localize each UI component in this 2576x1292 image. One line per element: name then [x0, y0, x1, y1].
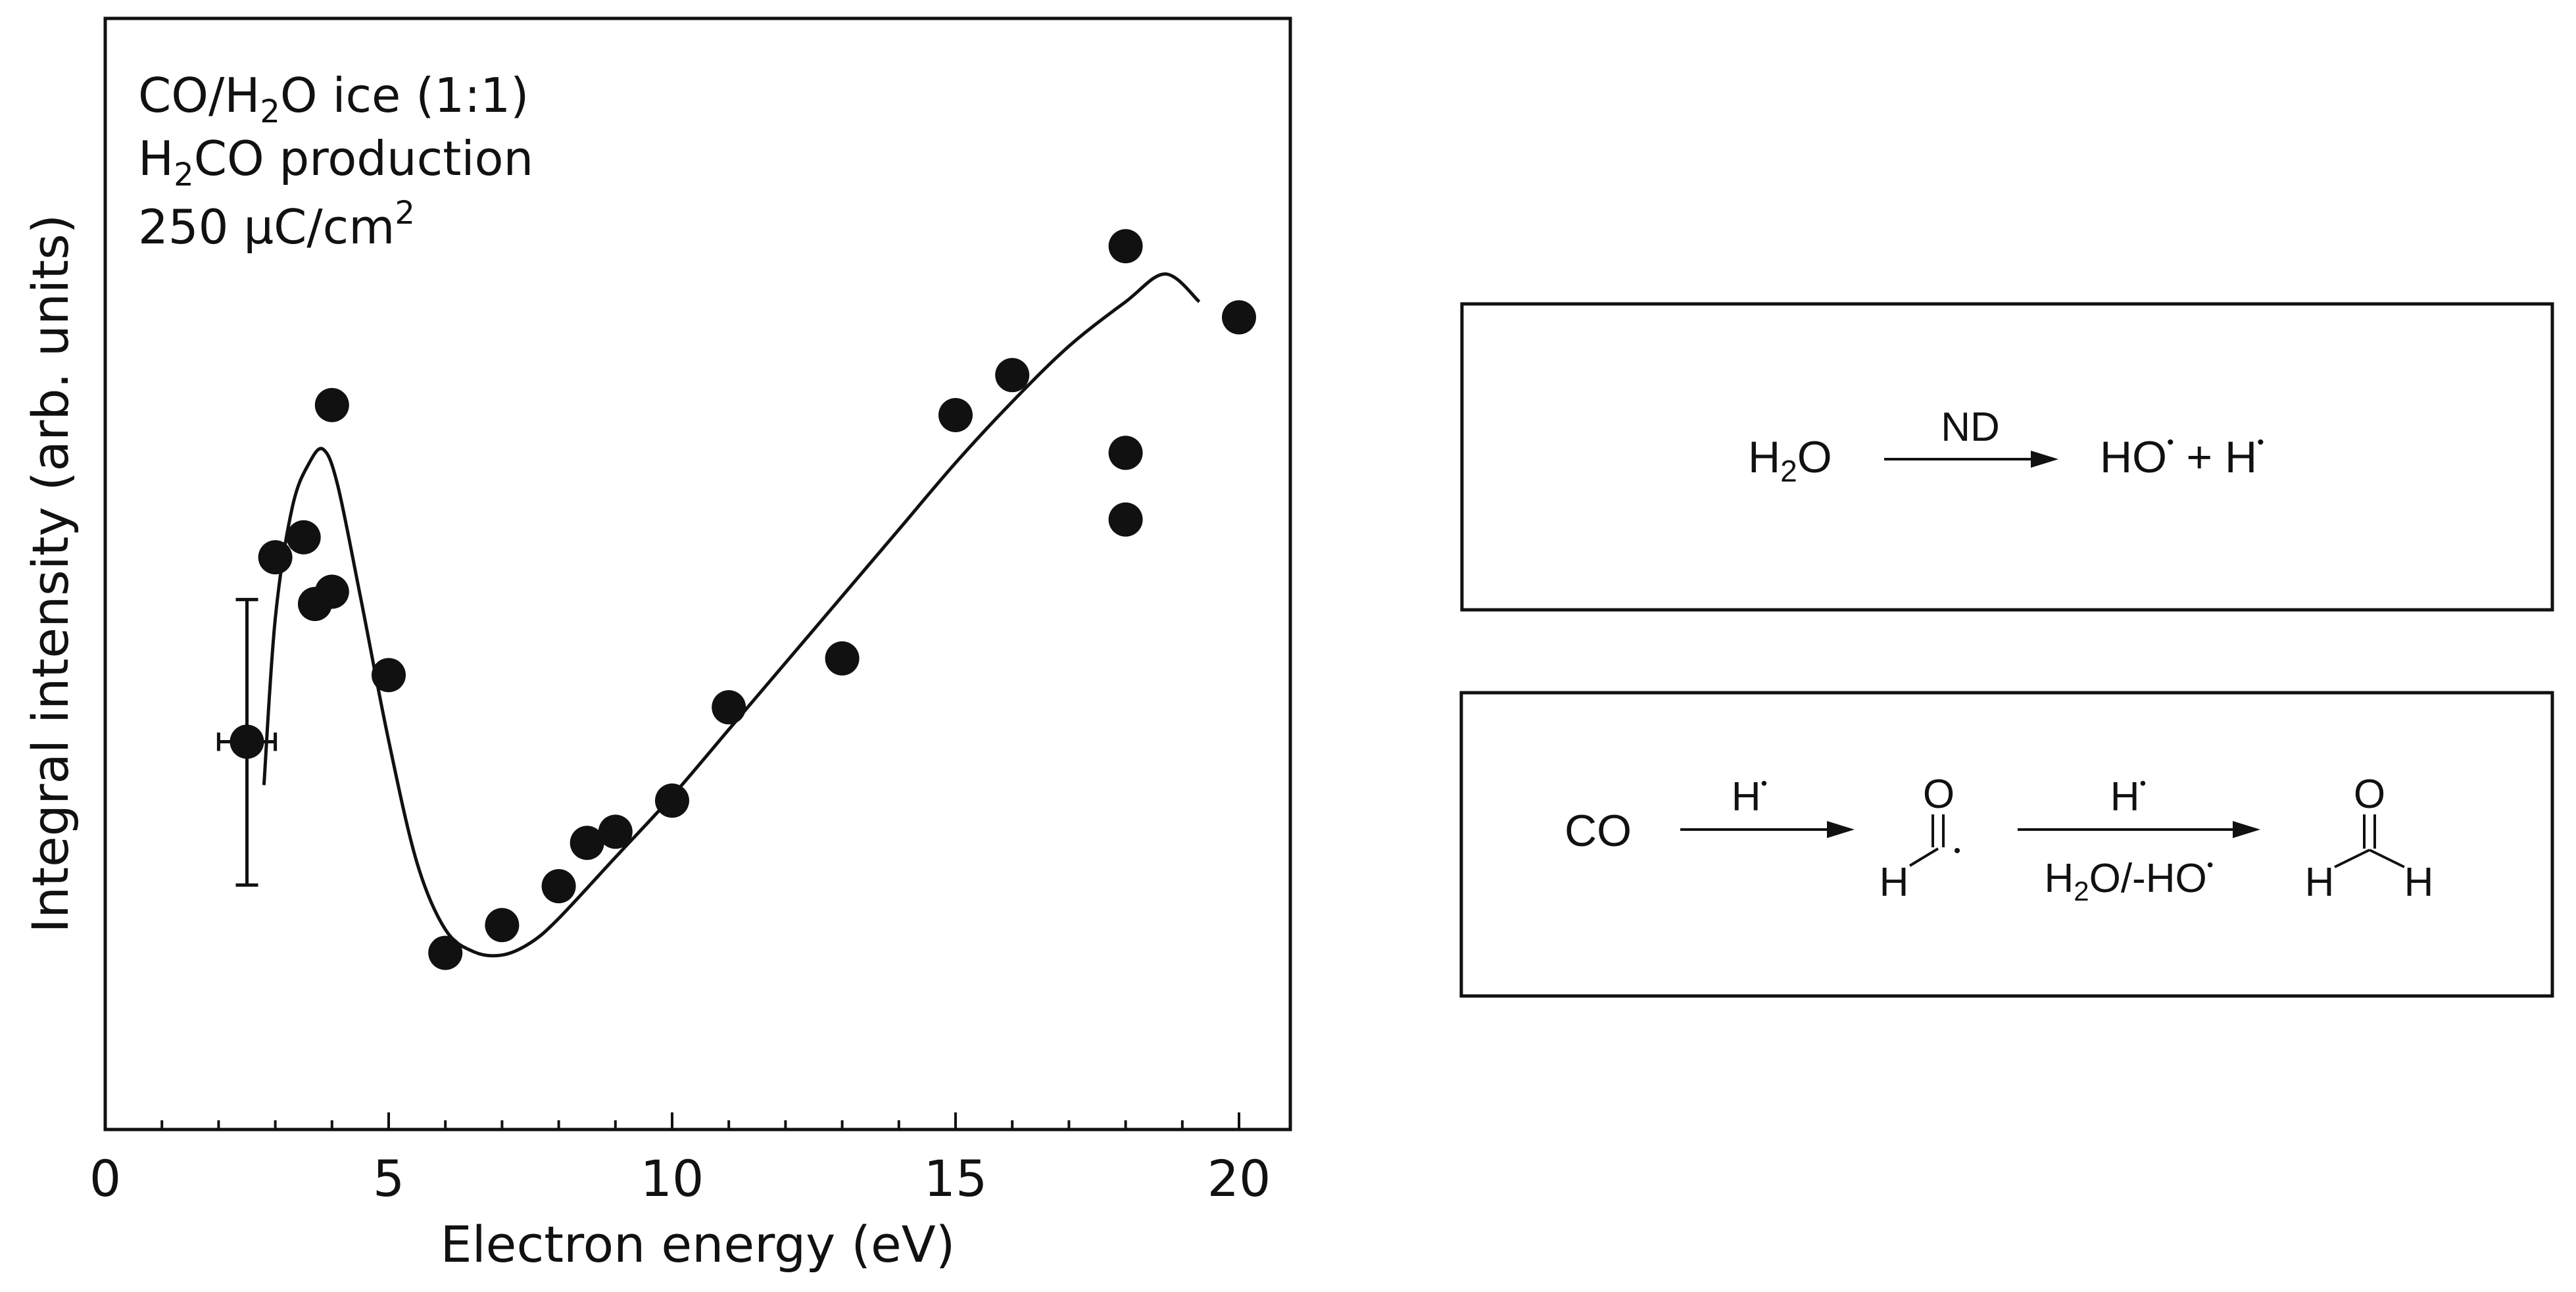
data-point — [314, 574, 349, 609]
x-tick-label: 20 — [1207, 1149, 1271, 1208]
reaction1-products: HO• + H• — [2100, 432, 2264, 482]
data-point — [372, 658, 406, 693]
reaction1-reactant: H2O — [1748, 432, 1832, 488]
reaction2-arrow1-label: H• — [1732, 773, 1768, 820]
data-point — [286, 520, 321, 555]
data-point — [1108, 502, 1143, 537]
svg-text:O: O — [2354, 772, 2385, 817]
data-point — [995, 358, 1030, 393]
reaction-box-2 — [1459, 691, 2554, 998]
reaction2-arrow2-label-under: H2O/-HO• — [2044, 855, 2213, 907]
data-point — [825, 641, 860, 676]
plot-frame — [103, 16, 1292, 1131]
data-point — [655, 783, 689, 818]
svg-text:H: H — [1880, 860, 1909, 905]
data-point — [570, 826, 604, 860]
data-point — [1108, 435, 1143, 470]
reaction1-arrow — [1884, 451, 2058, 468]
data-point — [258, 540, 293, 575]
data-point — [485, 908, 520, 943]
x-tick-label: 0 — [89, 1149, 121, 1208]
annotation-line-2: H2CO production — [138, 131, 533, 193]
svg-text:O: O — [1923, 772, 1955, 817]
y-axis-label: Integral intensity (arb. units) — [21, 214, 80, 933]
x-axis-tick-labels: 0 5 10 15 20 — [89, 1149, 1271, 1208]
svg-text:H: H — [2404, 860, 2434, 905]
data-point — [938, 397, 973, 432]
x-tick-label: 15 — [924, 1149, 988, 1208]
svg-text:H: H — [2305, 860, 2335, 905]
reaction2-reactant: CO — [1565, 806, 1632, 856]
annotation-line-1: CO/H2O ice (1:1) — [138, 68, 529, 130]
svg-text:•: • — [1954, 840, 1961, 862]
x-axis-label: Electron energy (eV) — [441, 1215, 956, 1274]
annotation-line-3: 250 μC/cm2 — [138, 195, 415, 255]
data-point — [1108, 229, 1143, 264]
reaction2-arrow2-label-over: H• — [2110, 773, 2147, 820]
reaction2-arrow-2 — [2018, 821, 2260, 838]
data-point — [230, 724, 264, 759]
data-point — [598, 814, 633, 849]
data-point — [314, 387, 349, 422]
data-point — [541, 869, 576, 904]
x-tick-label: 10 — [641, 1149, 704, 1208]
formyl-radical-structure: O H • — [1880, 772, 1961, 905]
x-axis-ticks — [160, 1112, 1240, 1130]
reaction1-over-arrow-label: ND — [1941, 405, 2000, 450]
data-point — [428, 935, 463, 970]
fit-curve — [262, 272, 1201, 958]
reaction-box-1 — [1460, 302, 2554, 612]
x-tick-label: 5 — [373, 1149, 404, 1208]
fit-curve-layer — [262, 272, 1201, 958]
data-point — [1222, 300, 1256, 335]
data-point — [712, 690, 746, 725]
formaldehyde-structure: O H H — [2305, 772, 2434, 905]
data-points-layer — [230, 229, 1256, 970]
reaction2-arrow-1 — [1680, 821, 1855, 838]
